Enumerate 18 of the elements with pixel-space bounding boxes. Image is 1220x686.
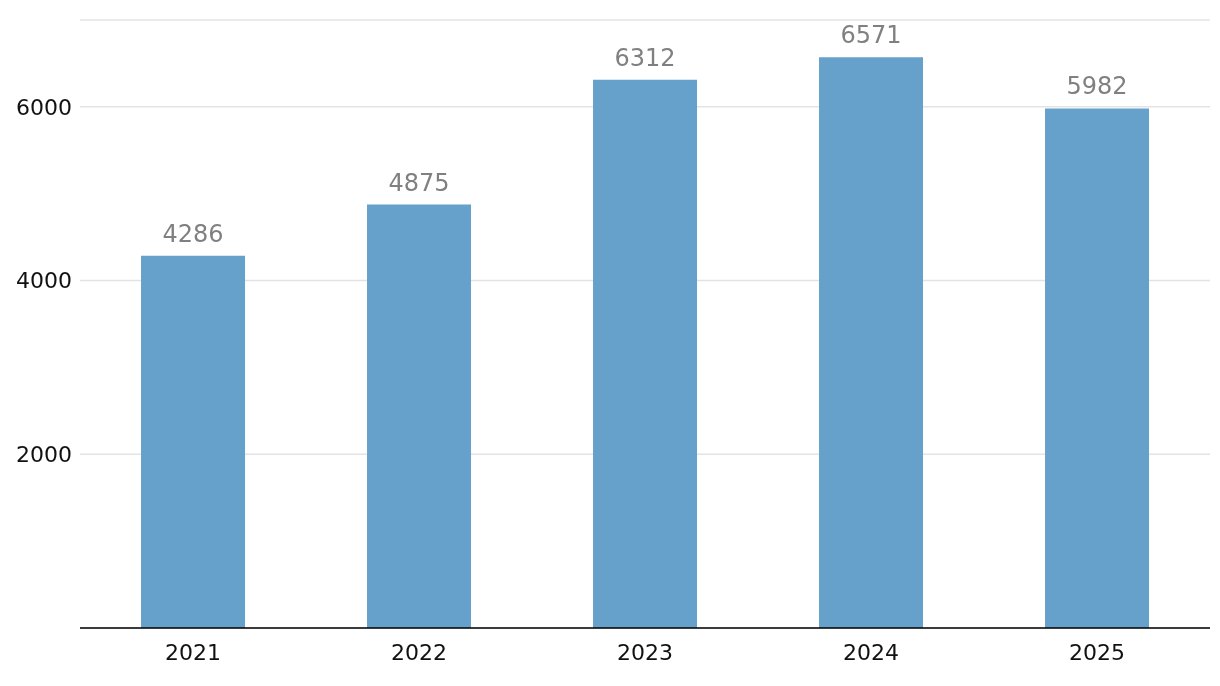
x-tick-label: 2021 bbox=[165, 639, 221, 665]
x-tick-label: 2025 bbox=[1069, 639, 1125, 665]
bar bbox=[367, 204, 472, 628]
bar bbox=[141, 255, 246, 628]
x-tick-label: 2022 bbox=[391, 639, 447, 665]
y-tick-label: 2000 bbox=[16, 442, 72, 468]
data-label: 4286 bbox=[162, 219, 224, 248]
bar bbox=[819, 57, 924, 628]
bar bbox=[1045, 108, 1150, 628]
data-label: 5982 bbox=[1066, 72, 1128, 101]
data-label: 6571 bbox=[840, 21, 902, 50]
data-label: 6312 bbox=[614, 43, 676, 72]
data-label: 4875 bbox=[388, 168, 450, 197]
x-tick-label: 2023 bbox=[617, 639, 673, 665]
y-tick-label: 6000 bbox=[16, 94, 72, 120]
y-tick-label: 4000 bbox=[16, 268, 72, 294]
bar bbox=[593, 79, 698, 628]
x-tick-label: 2024 bbox=[843, 639, 899, 665]
